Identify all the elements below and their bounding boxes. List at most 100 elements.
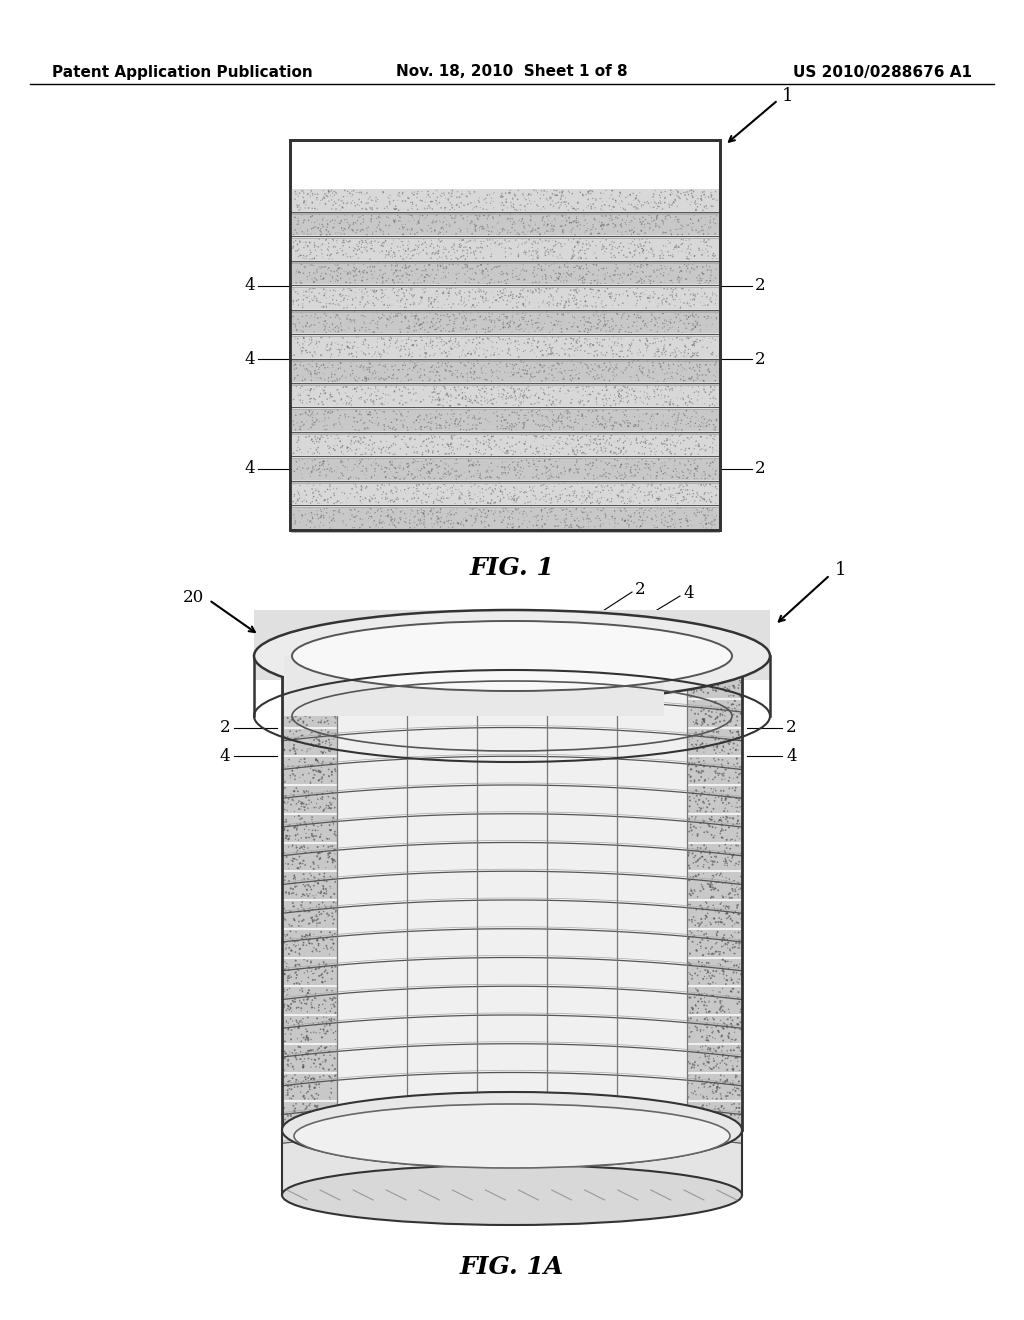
- Point: [430, 240, 446, 261]
- Point: [594, 380, 610, 401]
- Point: [663, 185, 679, 206]
- Point: [565, 228, 582, 249]
- Point: [372, 370, 388, 391]
- Point: [705, 440, 721, 461]
- Point: [516, 363, 532, 384]
- Point: [318, 1011, 335, 1032]
- Point: [669, 388, 685, 409]
- Point: [430, 362, 446, 383]
- Point: [477, 391, 494, 412]
- Point: [702, 1111, 719, 1133]
- Point: [305, 255, 322, 276]
- Point: [455, 240, 471, 261]
- Point: [366, 484, 382, 506]
- Point: [424, 312, 440, 333]
- Point: [615, 487, 632, 508]
- Point: [432, 231, 449, 252]
- Point: [339, 247, 355, 268]
- Point: [681, 1010, 697, 1031]
- Point: [409, 484, 425, 506]
- Point: [633, 194, 649, 215]
- Point: [610, 444, 627, 465]
- Point: [592, 488, 608, 510]
- Point: [354, 379, 371, 400]
- Point: [724, 981, 740, 1002]
- Point: [687, 1068, 703, 1089]
- Point: [522, 363, 539, 384]
- Point: [310, 359, 327, 380]
- Point: [616, 511, 633, 532]
- Point: [693, 474, 710, 495]
- Point: [557, 207, 573, 228]
- Point: [536, 197, 552, 218]
- Point: [401, 219, 418, 240]
- Point: [303, 430, 319, 451]
- Point: [517, 430, 534, 451]
- Point: [550, 326, 566, 347]
- Point: [290, 900, 306, 921]
- Point: [314, 968, 331, 989]
- Point: [687, 458, 703, 479]
- Point: [694, 991, 711, 1012]
- Point: [589, 313, 605, 334]
- Point: [387, 469, 403, 490]
- Point: [693, 474, 710, 495]
- Point: [433, 230, 450, 251]
- Point: [592, 413, 608, 434]
- Point: [295, 389, 311, 411]
- Point: [564, 429, 581, 450]
- Point: [493, 480, 509, 502]
- Point: [610, 242, 627, 263]
- Point: [323, 725, 339, 746]
- Point: [283, 1074, 299, 1096]
- Point: [388, 418, 404, 440]
- Point: [394, 231, 411, 252]
- Point: [535, 434, 551, 455]
- Point: [286, 734, 302, 755]
- Point: [421, 195, 437, 216]
- Point: [538, 334, 554, 355]
- Point: [707, 692, 723, 713]
- Point: [313, 880, 330, 902]
- Point: [717, 851, 733, 873]
- Point: [389, 409, 406, 430]
- Point: [480, 432, 497, 453]
- Point: [412, 209, 428, 230]
- Point: [490, 272, 507, 293]
- Point: [677, 454, 693, 475]
- Point: [543, 240, 559, 261]
- Point: [540, 506, 556, 527]
- Point: [505, 267, 521, 288]
- Point: [293, 244, 309, 265]
- Point: [394, 272, 411, 293]
- Point: [486, 315, 503, 337]
- Point: [514, 228, 530, 249]
- Point: [287, 329, 303, 350]
- Point: [558, 400, 574, 421]
- Point: [534, 487, 550, 508]
- Point: [715, 1072, 731, 1093]
- Point: [364, 238, 380, 259]
- Point: [393, 246, 410, 267]
- Point: [313, 1101, 330, 1122]
- Point: [594, 239, 610, 260]
- Point: [330, 271, 346, 292]
- Point: [660, 479, 677, 500]
- Point: [538, 230, 554, 251]
- Point: [647, 215, 664, 236]
- Point: [372, 242, 388, 263]
- Point: [495, 264, 511, 285]
- Point: [383, 385, 399, 407]
- Point: [308, 259, 325, 280]
- Point: [557, 343, 573, 364]
- Point: [290, 437, 306, 458]
- Point: [526, 297, 543, 318]
- Point: [721, 873, 737, 894]
- Point: [721, 680, 737, 701]
- Point: [279, 800, 295, 821]
- Point: [662, 393, 678, 414]
- Point: [562, 366, 579, 387]
- Point: [468, 385, 484, 407]
- Point: [321, 795, 337, 816]
- Point: [294, 1115, 310, 1137]
